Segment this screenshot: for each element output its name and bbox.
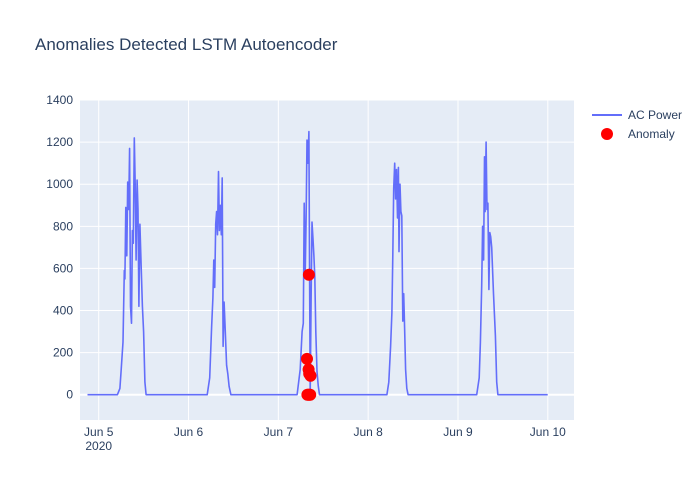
legend[interactable]: AC Power Anomaly xyxy=(592,108,682,141)
chart-title: Anomalies Detected LSTM Autoencoder xyxy=(35,35,338,54)
legend-label: Anomaly xyxy=(628,127,675,141)
x-tick-label: Jun 7 xyxy=(264,425,294,439)
y-tick-label: 1400 xyxy=(46,93,73,107)
x-tick-label: Jun 5 xyxy=(84,425,114,439)
x-tick-label: Jun 6 xyxy=(174,425,204,439)
legend-marker-swatch xyxy=(601,128,613,140)
x-tick-sublabel: 2020 xyxy=(85,439,112,453)
y-tick-label: 600 xyxy=(53,261,73,275)
x-tick-label: Jun 10 xyxy=(530,425,566,439)
plot-area xyxy=(80,100,574,420)
ac-power-line xyxy=(87,130,548,396)
legend-item-anomaly[interactable]: Anomaly xyxy=(601,127,675,141)
y-tick-label: 0 xyxy=(66,388,73,402)
y-tick-label: 1000 xyxy=(46,177,73,191)
x-tick-label: Jun 9 xyxy=(443,425,473,439)
anomaly-point xyxy=(301,352,313,365)
legend-item-ac-power[interactable]: AC Power xyxy=(592,108,682,122)
grid-lines xyxy=(80,99,574,420)
y-axis-ticks: 0 200 400 600 800 1000 1200 1400 xyxy=(46,93,73,402)
y-tick-label: 800 xyxy=(53,219,73,233)
series-layer xyxy=(87,130,548,401)
legend-label: AC Power xyxy=(628,108,682,122)
anomaly-point xyxy=(304,369,317,382)
anomaly-point xyxy=(302,268,315,281)
anomaly-point xyxy=(304,388,317,401)
y-tick-label: 1200 xyxy=(46,135,73,149)
y-tick-label: 200 xyxy=(53,346,73,360)
y-tick-label: 400 xyxy=(53,304,73,318)
x-tick-label: Jun 8 xyxy=(353,425,383,439)
